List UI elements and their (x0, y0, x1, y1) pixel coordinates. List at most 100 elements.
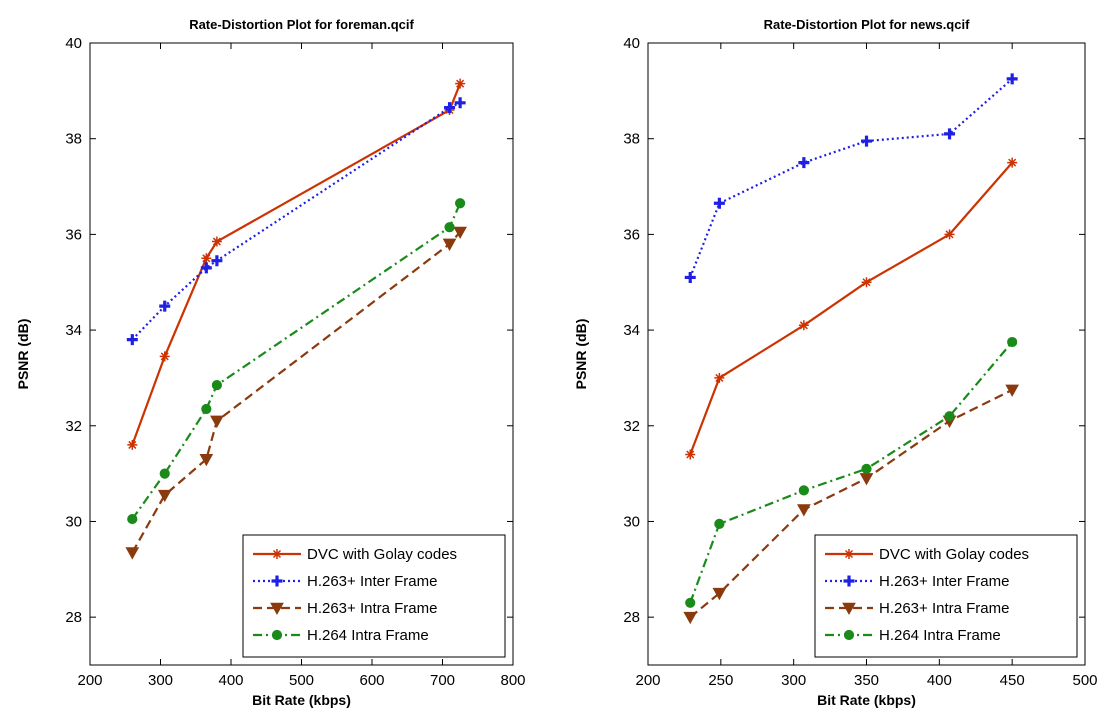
data-point (455, 78, 466, 89)
x-tick-label: 800 (500, 672, 525, 689)
data-point (159, 300, 171, 312)
data-point (683, 611, 698, 625)
x-tick-label: 600 (359, 672, 384, 689)
x-tick-label: 500 (289, 672, 314, 689)
series-3 (683, 384, 1020, 625)
data-point (442, 238, 457, 251)
legend-marker (843, 575, 855, 587)
data-point (211, 255, 223, 267)
data-point (159, 351, 170, 362)
y-tick-label: 36 (623, 226, 640, 243)
x-tick-label: 400 (927, 672, 952, 689)
legend-entry: H.263+ Inter Frame (253, 573, 437, 590)
legend: DVC with Golay codes H.263+ Inter Frame H.… (242, 534, 506, 658)
series-1 (685, 157, 1018, 460)
y-tick-label: 28 (623, 609, 640, 626)
y-tick-label: 32 (65, 418, 82, 435)
legend-entry: H.263+ Intra Frame (253, 600, 437, 617)
x-tick-label: 700 (430, 672, 455, 689)
data-point (712, 587, 727, 601)
data-point (455, 198, 466, 209)
data-point (453, 226, 467, 240)
x-tick-label: 300 (781, 672, 806, 689)
y-axis-label: PSNR (dB) (15, 319, 31, 390)
data-point (454, 97, 466, 109)
data-point (798, 320, 809, 331)
legend-label: H.263+ Intra Frame (307, 600, 437, 617)
data-point (713, 197, 725, 209)
data-point (211, 380, 222, 391)
data-point (201, 253, 212, 264)
data-point (444, 102, 456, 114)
legend: DVC with Golay codes H.263+ Inter Frame H.… (814, 534, 1078, 658)
data-point (861, 135, 872, 147)
data-point (861, 463, 872, 474)
legend-marker (272, 549, 282, 559)
data-point (944, 229, 955, 240)
legend-entry: DVC with Golay codes (825, 546, 1029, 563)
series-line (689, 161, 1014, 455)
data-point (1007, 157, 1018, 168)
x-axis-label: Bit Rate (kbps) (252, 692, 351, 708)
x-axis-label: Bit Rate (kbps) (817, 692, 916, 708)
legend-label: H.263+ Inter Frame (879, 573, 1009, 590)
data-point (200, 262, 212, 274)
legend-label: DVC with Golay codes (307, 546, 457, 563)
series-4 (127, 198, 466, 525)
x-tick-label: 350 (854, 672, 879, 689)
legend-label: H.263+ Inter Frame (307, 573, 437, 590)
legend-box (814, 534, 1078, 658)
series-3 (125, 226, 467, 560)
legend-marker (843, 629, 855, 641)
legend-label: H.264 Intra Frame (879, 627, 1001, 644)
data-point (210, 415, 224, 429)
data-point (797, 504, 811, 517)
y-tick-label: 40 (65, 35, 82, 52)
data-point (125, 547, 140, 560)
legend-marker (271, 629, 283, 641)
data-point (714, 372, 725, 383)
legend-marker (271, 575, 283, 587)
series-line (689, 78, 1013, 278)
legend-entry: H.263+ Inter Frame (825, 573, 1009, 590)
series-2 (684, 73, 1018, 283)
chart-1: 200 300 400 500 600 700 800 28 30 32 34 36 38 40 Rate-… (15, 17, 526, 708)
y-tick-label: 30 (623, 513, 640, 530)
legend-entry: H.264 Intra Frame (253, 627, 429, 644)
legend-entry: H.263+ Intra Frame (825, 600, 1009, 617)
y-tick-label: 38 (623, 131, 640, 148)
legend-marker (844, 549, 854, 559)
chart-title: Rate-Distortion Plot for foreman.qcif (189, 17, 414, 32)
data-point (201, 403, 212, 415)
data-point (685, 449, 696, 460)
y-tick-label: 40 (623, 35, 640, 52)
legend-marker (270, 602, 284, 616)
data-point (1007, 336, 1018, 348)
y-axis-label: PSNR (dB) (573, 319, 589, 390)
data-point (126, 334, 138, 346)
data-point (211, 236, 222, 247)
data-point (159, 468, 170, 479)
series-2 (126, 97, 466, 346)
y-tick-label: 28 (65, 609, 82, 626)
x-tick-label: 200 (77, 672, 102, 689)
y-tick-label: 30 (65, 513, 82, 530)
y-tick-label: 38 (65, 131, 82, 148)
series-line (689, 341, 1014, 604)
y-tick-label: 34 (623, 322, 640, 339)
chart-2: 200 250 300 350 400 450 500 28 30 32 34 36 38 40 Rate-… (573, 17, 1098, 708)
data-point (1006, 73, 1018, 85)
x-tick-label: 200 (635, 672, 660, 689)
legend-label: DVC with Golay codes (879, 546, 1029, 563)
x-tick-label: 300 (148, 672, 173, 689)
legend-entry: DVC with Golay codes (253, 546, 457, 563)
data-point (798, 485, 809, 496)
x-tick-label: 500 (1072, 672, 1097, 689)
legend-entry: H.264 Intra Frame (825, 627, 1001, 644)
data-point (444, 222, 455, 233)
x-tick-label: 450 (1000, 672, 1025, 689)
data-point (199, 453, 214, 467)
legend-label: H.263+ Intra Frame (879, 600, 1009, 617)
series-4 (685, 336, 1018, 608)
